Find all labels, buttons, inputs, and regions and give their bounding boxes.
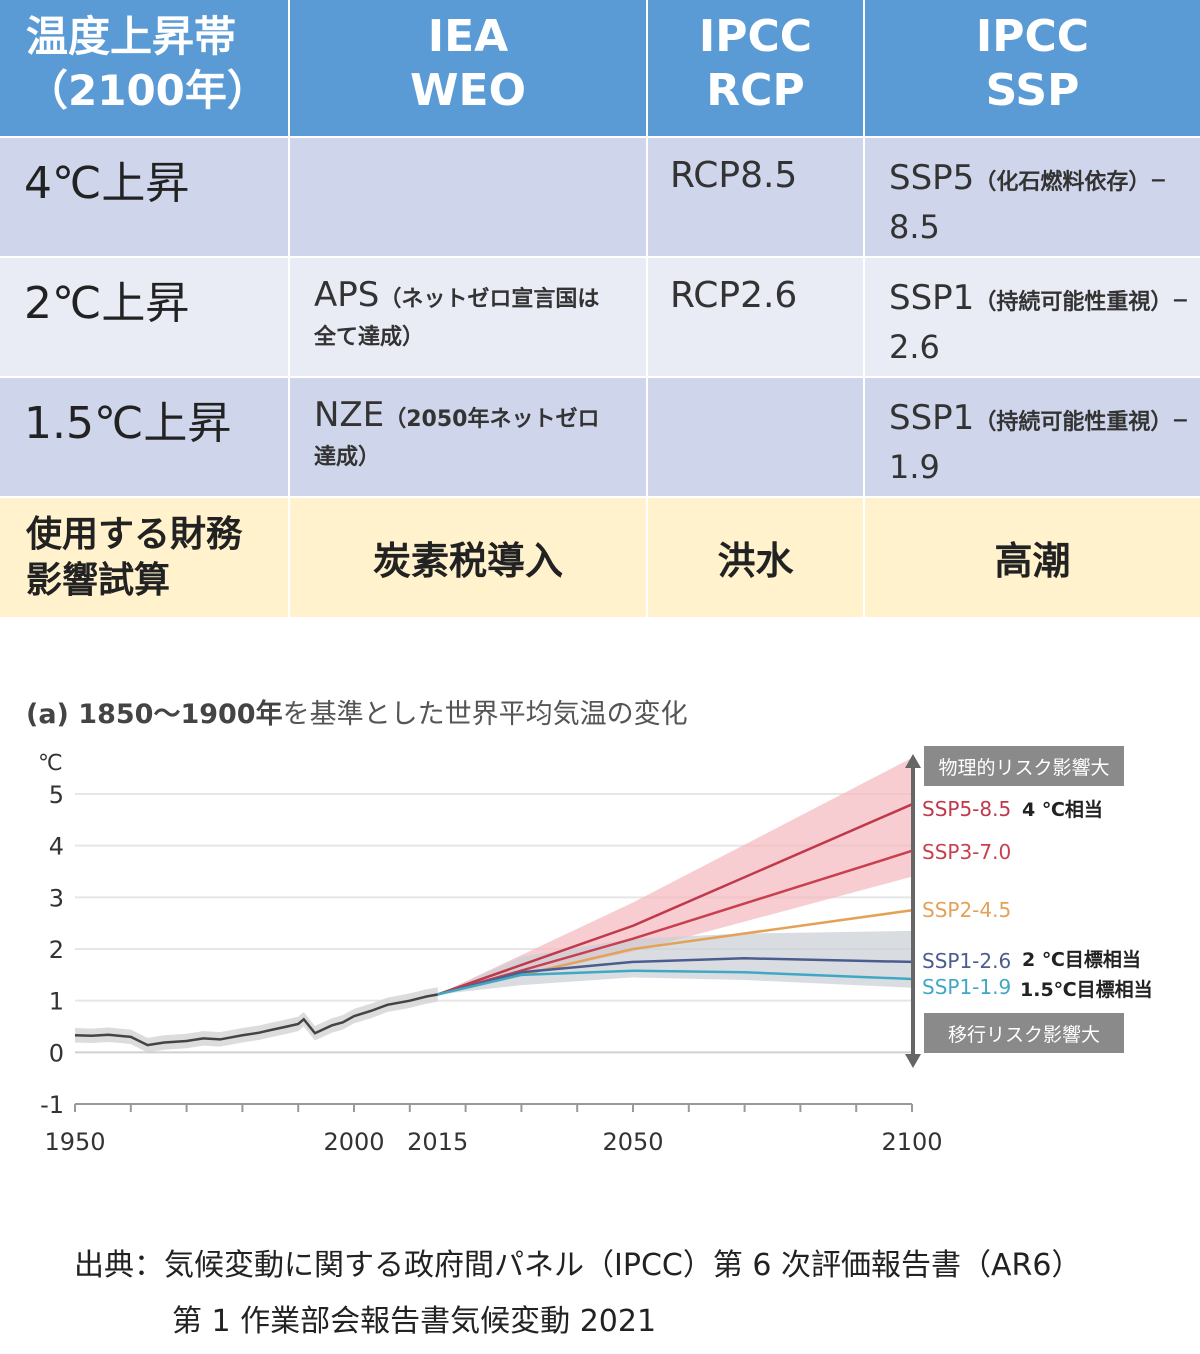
footer-carbon-tax: 炭素税導入 <box>290 498 648 617</box>
ssp-scenario: SSP1（持続可能性重視）–1.9 <box>889 398 1189 486</box>
x-tick-label: 2015 <box>407 1128 468 1156</box>
header-temperature-band-label: 温度上昇帯 （2100年） <box>26 12 269 115</box>
header-iea-weo-label: IEA WEO <box>410 11 526 116</box>
y-axis-unit: ℃ <box>38 751 63 776</box>
band-label: 4℃上昇 <box>24 158 190 209</box>
annotation-2c-target: 2 ℃目標相当 <box>1022 948 1141 971</box>
historical-line <box>74 993 438 1047</box>
footer-flood: 洪水 <box>648 498 865 617</box>
series-label-ssp1-1-9: SSP1-1.9 <box>922 975 1011 999</box>
footer-carbon-tax-label: 炭素税導入 <box>372 539 563 583</box>
x-tick-label: 2100 <box>881 1128 942 1156</box>
footer-flood-label: 洪水 <box>717 539 794 583</box>
iea-scenario: APS（ネットゼロ宣言国は全て達成） <box>314 275 600 350</box>
y-tick-label: 0 <box>49 1039 64 1067</box>
row-15c-iea: NZE（2050年ネットゼロ達成） <box>290 378 648 498</box>
rcp-scenario: RCP8.5 <box>670 155 798 196</box>
annotation-15c-target: 1.5℃目標相当 <box>1020 978 1153 1001</box>
physical-risk-box <box>924 746 1124 786</box>
row-4c-band: 4℃上昇 <box>0 138 290 258</box>
band-label: 2℃上昇 <box>24 278 190 329</box>
ssp-scenario: SSP1（持続可能性重視）–2.6 <box>889 278 1189 366</box>
source-line-2: 第 1 作業部会報告書気候変動 2021 <box>172 1304 657 1339</box>
y-tick-label: 5 <box>49 781 64 809</box>
row-2c-band: 2℃上昇 <box>0 258 290 378</box>
series-label-ssp3-7-0: SSP3-7.0 <box>922 840 1011 864</box>
band-label: 1.5℃上昇 <box>24 398 232 449</box>
row-15c-rcp <box>648 378 865 498</box>
header-ipcc-ssp-label: IPCC SSP <box>975 11 1090 116</box>
series-label-ssp5-8-5: SSP5-8.5 <box>922 797 1011 821</box>
row-2c-ssp: SSP1（持続可能性重視）–2.6 <box>865 258 1200 378</box>
series-label-ssp2-4-5: SSP2-4.5 <box>922 898 1011 922</box>
iea-scenario: NZE（2050年ネットゼロ達成） <box>314 395 600 470</box>
y-tick-label: -1 <box>40 1091 64 1119</box>
header-iea-weo: IEA WEO <box>290 0 648 138</box>
annotation-4c: 4 ℃相当 <box>1022 798 1103 821</box>
historical-uncertainty-band <box>75 987 438 1053</box>
header-ipcc-rcp: IPCC RCP <box>648 0 865 138</box>
x-tick-label: 1950 <box>44 1128 105 1156</box>
y-tick-label: 4 <box>49 833 64 861</box>
band-ssp5-8-5 <box>437 757 912 995</box>
row-4c-iea <box>290 138 648 258</box>
physical-risk-label: 物理的リスク影響大 <box>938 757 1109 779</box>
series-line-ssp5-8-5 <box>437 803 913 996</box>
footer-storm-surge-label: 高潮 <box>994 539 1071 583</box>
header-temperature-band: 温度上昇帯 （2100年） <box>0 0 290 138</box>
x-tick-label: 2050 <box>602 1128 663 1156</box>
risk-arrow-up-head <box>905 754 921 768</box>
source-citation: 出典：気候変動に関する政府間パネル（IPCC）第 6 次評価報告書（AR6） 第… <box>74 1238 1081 1350</box>
y-tick-label: 3 <box>49 884 64 912</box>
footer-storm-surge: 高潮 <box>865 498 1200 617</box>
chart-title: (a) 1850～1900年を基準とした世界平均気温の変化 <box>26 699 688 730</box>
row-2c-iea: APS（ネットゼロ宣言国は全て達成） <box>290 258 648 378</box>
x-tick-label: 2000 <box>323 1128 384 1156</box>
footer-financial-impact: 使用する財務 影響試算 <box>0 498 290 617</box>
scenario-table: 温度上昇帯 （2100年） IEA WEO IPCC RCP IPCC SSP … <box>0 0 1200 617</box>
series-line-ssp1-2-6 <box>437 957 913 996</box>
row-4c-rcp: RCP8.5 <box>648 138 865 258</box>
y-tick-label: 1 <box>49 988 64 1016</box>
row-4c-ssp: SSP5（化石燃料依存）–8.5 <box>865 138 1200 258</box>
footer-financial-impact-label: 使用する財務 影響試算 <box>26 513 243 601</box>
transition-risk-label: 移行リスク影響大 <box>948 1024 1100 1046</box>
rcp-scenario: RCP2.6 <box>670 275 798 316</box>
temperature-chart: 5 4 3 2 1 0 -1 ℃ 1950 2000 2015 2050 2100 SSP5-8.5 SS… <box>38 746 1153 1156</box>
series-line-ssp1-1-9 <box>437 969 913 996</box>
row-2c-rcp: RCP2.6 <box>648 258 865 378</box>
y-tick-label: 2 <box>49 936 64 964</box>
band-ssp1-2-6 <box>437 930 912 995</box>
row-15c-band: 1.5℃上昇 <box>0 378 290 498</box>
header-ipcc-ssp: IPCC SSP <box>865 0 1200 138</box>
row-15c-ssp: SSP1（持続可能性重視）–1.9 <box>865 378 1200 498</box>
header-ipcc-rcp-label: IPCC RCP <box>698 11 813 116</box>
source-line-1: 出典：気候変動に関する政府間パネル（IPCC）第 6 次評価報告書（AR6） <box>74 1248 1082 1283</box>
series-line-ssp3-7-0 <box>437 849 913 996</box>
ssp-scenario: SSP5（化石燃料依存）–8.5 <box>889 158 1167 246</box>
series-label-ssp1-2-6: SSP1-2.6 <box>922 949 1011 973</box>
risk-arrow-down-head <box>905 1054 921 1068</box>
transition-risk-box <box>924 1013 1124 1053</box>
